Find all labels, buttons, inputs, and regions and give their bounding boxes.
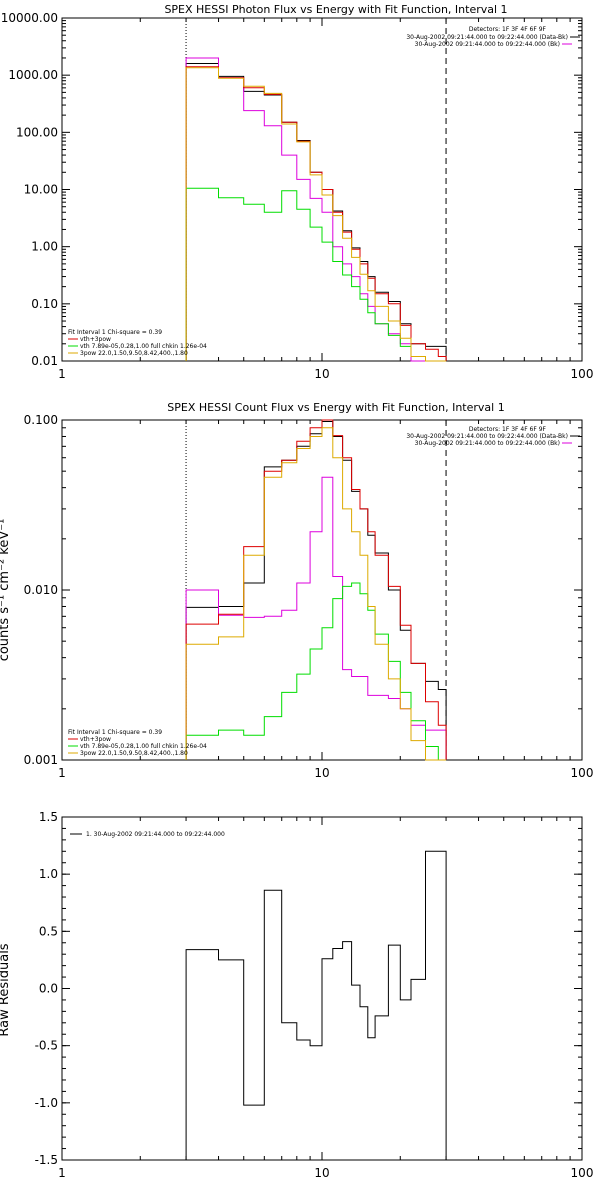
x-tick-label: 1 [58,1166,66,1180]
data-series [185,419,447,761]
photon-flux-panel: SPEX HESSI Photon Flux vs Energy with Fi… [1,3,594,381]
data-series [185,57,447,362]
detector-header: Detectors: 1F 3F 4F 6F 9F 30-Aug-2002 09… [406,426,580,447]
y-tick-label: 0.01 [31,354,58,368]
chart-title: SPEX HESSI Count Flux vs Energy with Fit… [167,401,504,414]
residual-legend: 1. 30-Aug-2002 09:21:44.000 to 09:22:44.… [70,831,225,838]
fit-legend: Fit Interval 1 Chi-square = 0.39 vth+3po… [68,729,207,757]
header-line: 30-Aug-2002 09:21:44.000 to 09:22:44.000… [406,34,568,41]
y-tick-label: 100.00 [16,125,58,139]
fit-line: Fit Interval 1 Chi-square = 0.39 [68,329,162,336]
y-tick-label: -1.0 [35,1096,58,1110]
y-tick-label: 10.00 [24,183,58,197]
header-line: 30-Aug-2002 09:21:44.000 to 09:22:44.000… [406,433,568,440]
x-tick-label: 100 [571,766,594,780]
y-tick-label: 1000.00 [8,68,58,82]
y-tick-label: -1.5 [35,1153,58,1167]
y-tick-label: 0.001 [24,753,58,767]
data-series [185,850,447,1160]
x-tick-label: 100 [571,367,594,381]
y-tick-label: 0.0 [39,982,58,996]
fit-line: vth 7.89e-05,0.28,1.00 full chkin 1.26e-… [80,743,207,750]
series-line [185,427,447,761]
series-line [185,582,447,761]
detector-header: Detectors: 1F 3F 4F 6F 9F 30-Aug-2002 09… [406,26,580,48]
series-line [185,850,447,1160]
y-tick-label: 1.5 [39,810,58,824]
count-flux-panel: SPEX HESSI Count Flux vs Energy with Fit… [0,401,593,780]
header-line: 30-Aug-2002 09:21:44.000 to 09:22:44.000… [415,41,560,48]
header-line: Detectors: 1F 3F 4F 6F 9F [469,426,547,433]
axis-ticks: 1 10 100 0.01 0.10 1.00 10.00 100.00 1000.00 1000… [1,11,594,381]
y-axis-label: counts s⁻¹ cm⁻² keV⁻¹ [0,519,12,662]
x-tick-label: 1 [58,367,66,381]
fit-line: vth 7.89e-05,0.28,1.00 full chkin 1.26e-… [80,343,207,350]
chart-title: SPEX HESSI Photon Flux vs Energy with Fi… [164,3,507,16]
x-tick-label: 10 [314,367,329,381]
residuals-panel: Raw Residuals 1 10 100 -1.5 -1.0 -0.5 0.0 0.5 1.… [0,810,593,1180]
y-tick-label: 1.00 [31,240,58,254]
fit-line: vth+3pow [80,736,111,743]
y-tick-label: 0.10 [31,297,58,311]
y-tick-label: 1.0 [39,867,58,881]
x-tick-label: 1 [58,766,66,780]
series-line [185,187,447,362]
legend-entry: 1. 30-Aug-2002 09:21:44.000 to 09:22:44.… [86,831,225,838]
y-tick-label: 0.010 [24,583,58,597]
y-axis-label: Raw Residuals [0,943,12,1036]
header-line: 30-Aug-2002 09:21:44.000 to 09:22:44.000… [415,440,560,447]
y-tick-label: 0.5 [39,924,58,938]
x-tick-label: 10 [314,1166,329,1180]
fit-line: 3pow 22.0,1.50,9.50,8.42,400.,1.80 [80,750,188,757]
x-tick-label: 100 [571,1166,594,1180]
y-tick-label: 10000.00 [1,11,58,25]
y-tick-label: -0.5 [35,1039,58,1053]
axis-ticks: 1 10 100 -1.5 -1.0 -0.5 0.0 0.5 1.0 1.5 [35,810,594,1180]
fit-line: Fit Interval 1 Chi-square = 0.39 [68,729,162,736]
fit-line: 3pow 22.0,1.50,9.50,8.42,400.,1.80 [80,350,188,357]
fit-line: vth+3pow [80,336,111,343]
series-line [185,67,447,362]
fit-legend: Fit Interval 1 Chi-square = 0.39 vth+3po… [68,329,207,357]
y-tick-label: 0.100 [24,413,58,427]
x-tick-label: 10 [314,766,329,780]
header-line: Detectors: 1F 3F 4F 6F 9F [469,26,547,33]
